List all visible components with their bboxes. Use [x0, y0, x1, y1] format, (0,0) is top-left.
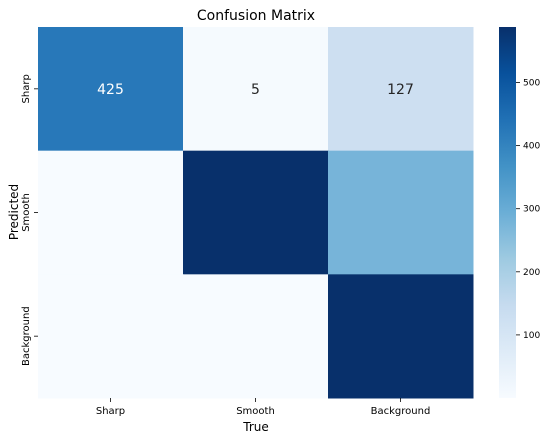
cell-r2-c0 — [38, 274, 184, 399]
cell-r0-c1 — [183, 27, 329, 152]
y-axis-ticks: Sharp Smooth Background — [21, 74, 38, 366]
cell-r0-c2 — [328, 27, 474, 152]
chart-title: Confusion Matrix — [197, 8, 315, 24]
x-tick-label-1: Smooth — [236, 406, 275, 417]
x-axis-ticks: Sharp Smooth Background — [96, 398, 430, 417]
x-tick-label-2: Background — [371, 406, 431, 417]
cell-annotation-r0-c2: 127 — [387, 82, 414, 98]
cell-r1-c0 — [38, 150, 184, 275]
colorbar-tick-label-3: 400 — [523, 142, 540, 152]
y-tick-label-1: Smooth — [21, 193, 32, 232]
y-tick-label-2: Background — [21, 306, 32, 366]
heatmap-cells — [38, 27, 474, 399]
x-axis-label: True — [242, 420, 269, 434]
cell-r0-c0 — [38, 27, 184, 152]
colorbar — [499, 27, 516, 398]
cell-r2-c2 — [328, 274, 474, 399]
cell-annotation-r0-c1: 5 — [251, 82, 260, 98]
x-tick-label-0: Sharp — [96, 406, 125, 417]
cell-r1-c2 — [328, 150, 474, 275]
cell-r1-c1 — [183, 150, 329, 275]
y-axis-label: Predicted — [7, 184, 21, 240]
y-tick-label-0: Sharp — [21, 74, 32, 103]
colorbar-tick-label-0: 100 — [523, 331, 540, 341]
cell-r2-c1 — [183, 274, 329, 399]
colorbar-tick-label-4: 500 — [523, 79, 540, 89]
colorbar-tick-label-1: 200 — [523, 268, 540, 278]
cell-annotation-r0-c0: 425 — [97, 82, 124, 98]
colorbar-tick-label-2: 300 — [523, 205, 540, 215]
cell-annotations: 425 5 127 — [97, 82, 414, 98]
colorbar-ticks: 100 200 300 400 500 — [516, 79, 540, 341]
